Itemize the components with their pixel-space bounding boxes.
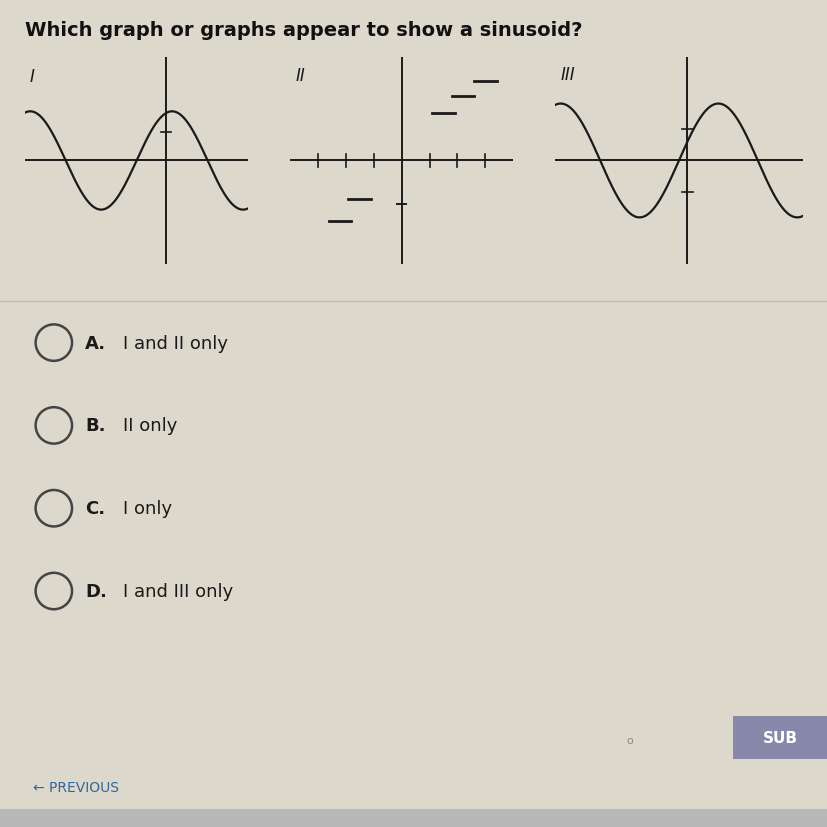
Text: II only: II only xyxy=(122,417,177,435)
Text: I: I xyxy=(30,68,35,86)
Text: SUB: SUB xyxy=(762,730,797,745)
Text: ← PREVIOUS: ← PREVIOUS xyxy=(33,781,119,794)
Text: A.: A. xyxy=(85,334,107,352)
Text: D.: D. xyxy=(85,582,107,600)
Text: C.: C. xyxy=(85,500,105,518)
Text: B.: B. xyxy=(85,417,106,435)
Text: III: III xyxy=(560,66,574,84)
Text: I and II only: I and II only xyxy=(122,334,227,352)
Text: I only: I only xyxy=(122,500,171,518)
Text: Which graph or graphs appear to show a sinusoid?: Which graph or graphs appear to show a s… xyxy=(25,21,581,40)
Text: o: o xyxy=(625,735,632,745)
Text: II: II xyxy=(295,66,305,84)
Text: I and III only: I and III only xyxy=(122,582,232,600)
